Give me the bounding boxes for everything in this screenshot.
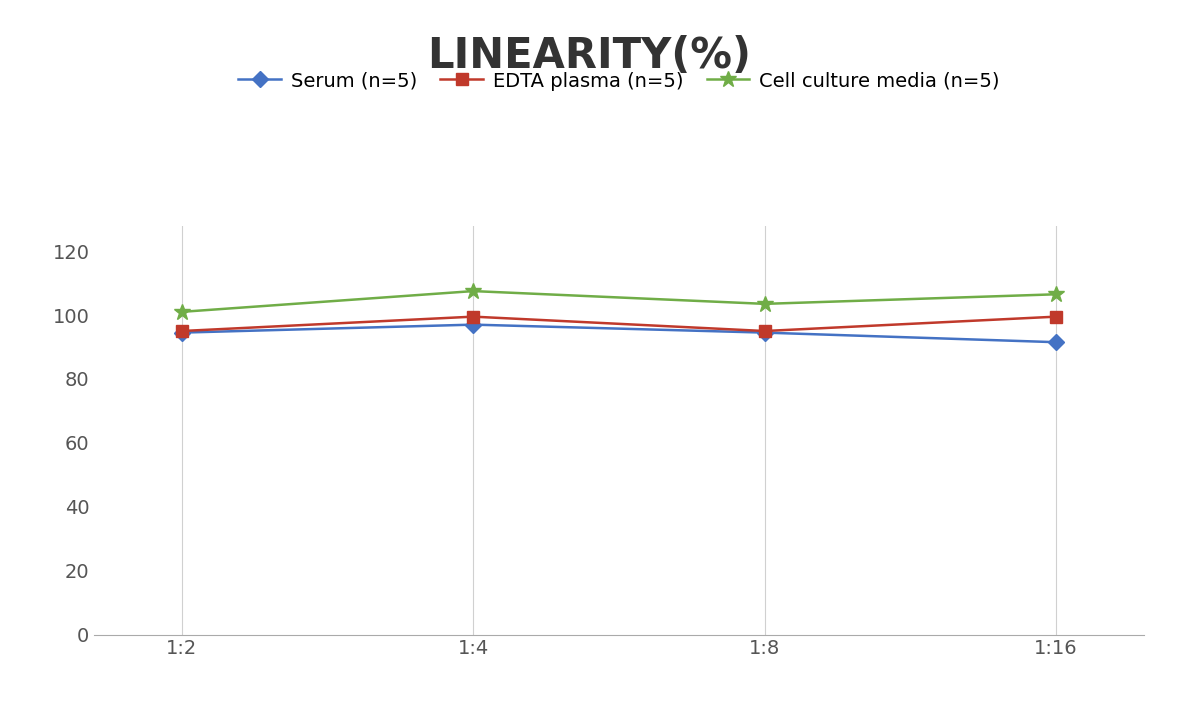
Legend: Serum (n=5), EDTA plasma (n=5), Cell culture media (n=5): Serum (n=5), EDTA plasma (n=5), Cell cul… <box>230 63 1008 99</box>
EDTA plasma (n=5) <box>1049 312 1063 321</box>
Cell culture media (n=5) <box>174 307 189 316</box>
Cell culture media (n=5) <box>466 287 480 295</box>
Serum (n=5) <box>174 329 189 337</box>
Cell culture media (n=5) <box>758 300 772 308</box>
Cell culture media (n=5) <box>1049 290 1063 298</box>
EDTA plasma (n=5) <box>758 327 772 336</box>
EDTA plasma (n=5) <box>466 312 480 321</box>
Text: LINEARITY(%): LINEARITY(%) <box>428 35 751 78</box>
Serum (n=5) <box>1049 338 1063 346</box>
Line: Serum (n=5): Serum (n=5) <box>176 319 1062 348</box>
EDTA plasma (n=5) <box>174 327 189 336</box>
Serum (n=5) <box>466 320 480 329</box>
Serum (n=5) <box>758 329 772 337</box>
Line: EDTA plasma (n=5): EDTA plasma (n=5) <box>176 311 1062 336</box>
Line: Cell culture media (n=5): Cell culture media (n=5) <box>173 283 1065 320</box>
